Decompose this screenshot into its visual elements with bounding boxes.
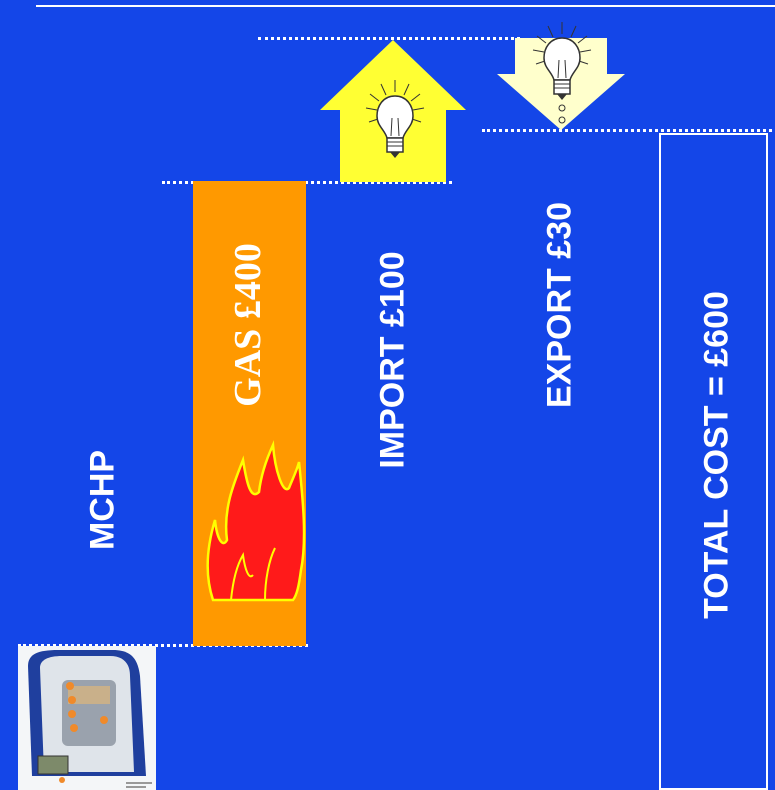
mchp-label: MCHP <box>83 449 122 551</box>
gas-label: GAS £400 <box>227 243 269 407</box>
lightbulb-icon <box>532 22 592 124</box>
mchp-unit-image <box>18 646 156 790</box>
lightbulb-icon <box>365 80 425 158</box>
top-rule <box>36 5 775 7</box>
level-guide-gas <box>162 181 452 184</box>
flame-icon <box>206 440 306 602</box>
import-label: IMPORT £100 <box>373 251 412 469</box>
total-cost-box <box>659 133 768 790</box>
level-guide-base <box>18 644 308 647</box>
export-label: EXPORT £30 <box>540 202 579 408</box>
level-guide-top <box>258 37 520 40</box>
level-guide-export <box>482 129 772 132</box>
total-cost-label: TOTAL COST = £600 <box>697 291 736 619</box>
